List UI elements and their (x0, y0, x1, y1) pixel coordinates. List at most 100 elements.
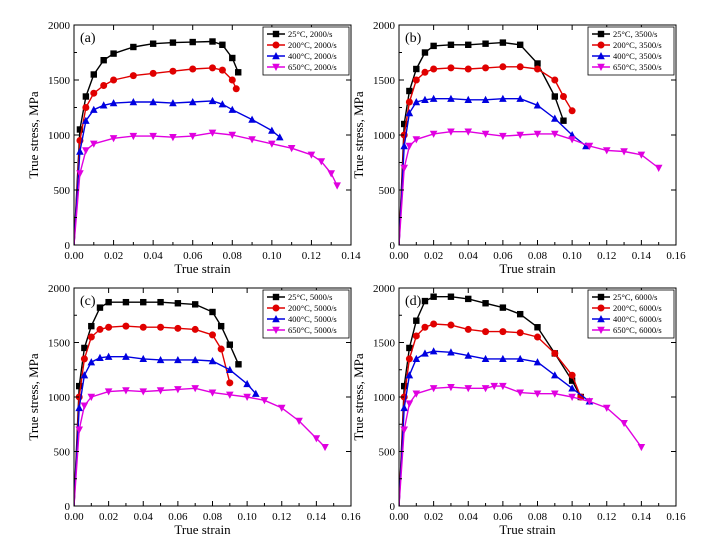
data-point (287, 145, 296, 153)
data-point (149, 98, 157, 106)
data-point (405, 371, 414, 379)
data-point (602, 404, 611, 412)
data-point (560, 117, 567, 124)
data-point (516, 329, 524, 337)
data-point (447, 293, 455, 300)
x-tick-label: 0.14 (632, 250, 652, 262)
data-point (499, 39, 507, 46)
data-point (235, 361, 242, 368)
chart-panel: 0.00 0.02 0.04 0.06 0.08 0.10 0.12 0.14 0.16 0 500… (26, 283, 361, 537)
data-point (585, 398, 594, 406)
data-point (75, 403, 83, 412)
data-point (228, 76, 236, 84)
data-point (96, 325, 104, 333)
data-point (620, 148, 628, 156)
data-point (209, 38, 216, 45)
y-tick-label: 1000 (48, 392, 71, 404)
data-point (122, 298, 130, 306)
data-point (482, 300, 489, 307)
x-axis-title: True strain (499, 261, 556, 276)
series-1 (399, 293, 584, 506)
data-point (534, 65, 541, 73)
data-point (412, 76, 420, 84)
data-point (149, 132, 157, 141)
data-point (275, 133, 284, 141)
series-line (399, 350, 590, 506)
series-4 (74, 385, 329, 506)
legend-marker (272, 41, 280, 49)
data-point (129, 72, 137, 80)
x-tick-label: 0.10 (563, 511, 583, 523)
data-point (191, 301, 199, 308)
x-tick-label: 0.00 (389, 511, 409, 523)
data-point (169, 134, 177, 142)
data-point (406, 87, 413, 95)
data-point (248, 136, 256, 144)
series-line (74, 100, 281, 245)
data-point (89, 140, 98, 148)
data-point (169, 39, 177, 46)
x-tick-label: 0.02 (424, 511, 443, 523)
data-point (400, 164, 408, 172)
y-tick-label: 2000 (48, 283, 71, 295)
data-point (80, 402, 89, 410)
series-4 (399, 382, 646, 506)
data-point (169, 67, 177, 75)
data-point (551, 371, 559, 379)
data-point (82, 93, 90, 100)
y-tick-label: 1000 (373, 130, 396, 142)
y-axis-title: True stress, MPa (351, 353, 366, 441)
data-point (312, 435, 321, 443)
data-point (87, 393, 96, 401)
data-point (104, 352, 113, 360)
data-point (229, 54, 236, 62)
series-3 (399, 94, 590, 245)
series-line (74, 67, 237, 245)
data-point (533, 390, 542, 398)
data-point (421, 349, 429, 357)
legend-label: 650°C, 6000/s (613, 325, 662, 335)
data-point (499, 132, 507, 141)
data-point (400, 382, 408, 390)
data-point (191, 355, 199, 364)
data-point (429, 347, 438, 355)
x-tick-label: 0.08 (528, 250, 548, 262)
data-point (208, 357, 217, 365)
data-point (235, 69, 242, 76)
data-point (405, 355, 413, 363)
data-point (209, 64, 216, 72)
data-point (130, 43, 137, 51)
x-tick-label: 0.02 (104, 250, 123, 262)
data-point (499, 304, 507, 311)
data-point (405, 109, 414, 117)
data-point (228, 105, 237, 113)
data-point (75, 426, 83, 434)
series-line (74, 132, 338, 245)
x-axis-title: True strain (174, 522, 231, 537)
data-point (189, 38, 196, 46)
x-tick-label: 0.02 (99, 511, 118, 523)
data-point (421, 49, 429, 56)
x-tick-label: 0.06 (493, 250, 513, 262)
data-point (110, 50, 117, 57)
legend-label: 400°C, 5000/s (288, 314, 337, 324)
data-point (602, 147, 611, 155)
data-point (516, 41, 524, 48)
data-point (268, 126, 276, 134)
data-point (105, 323, 113, 331)
data-point (412, 354, 421, 363)
y-axis-title: True stress, MPa (351, 91, 366, 179)
legend-label: 25°C, 5000/s (288, 292, 333, 302)
data-point (464, 325, 472, 333)
data-point (481, 130, 490, 138)
data-point (88, 322, 95, 330)
panel-label: (d) (405, 294, 422, 309)
legend-marker (272, 30, 280, 38)
data-point (129, 98, 138, 106)
x-tick-label: 0.12 (302, 250, 321, 262)
data-point (400, 426, 408, 434)
x-tick-label: 0.12 (597, 250, 616, 262)
data-point (333, 182, 341, 190)
